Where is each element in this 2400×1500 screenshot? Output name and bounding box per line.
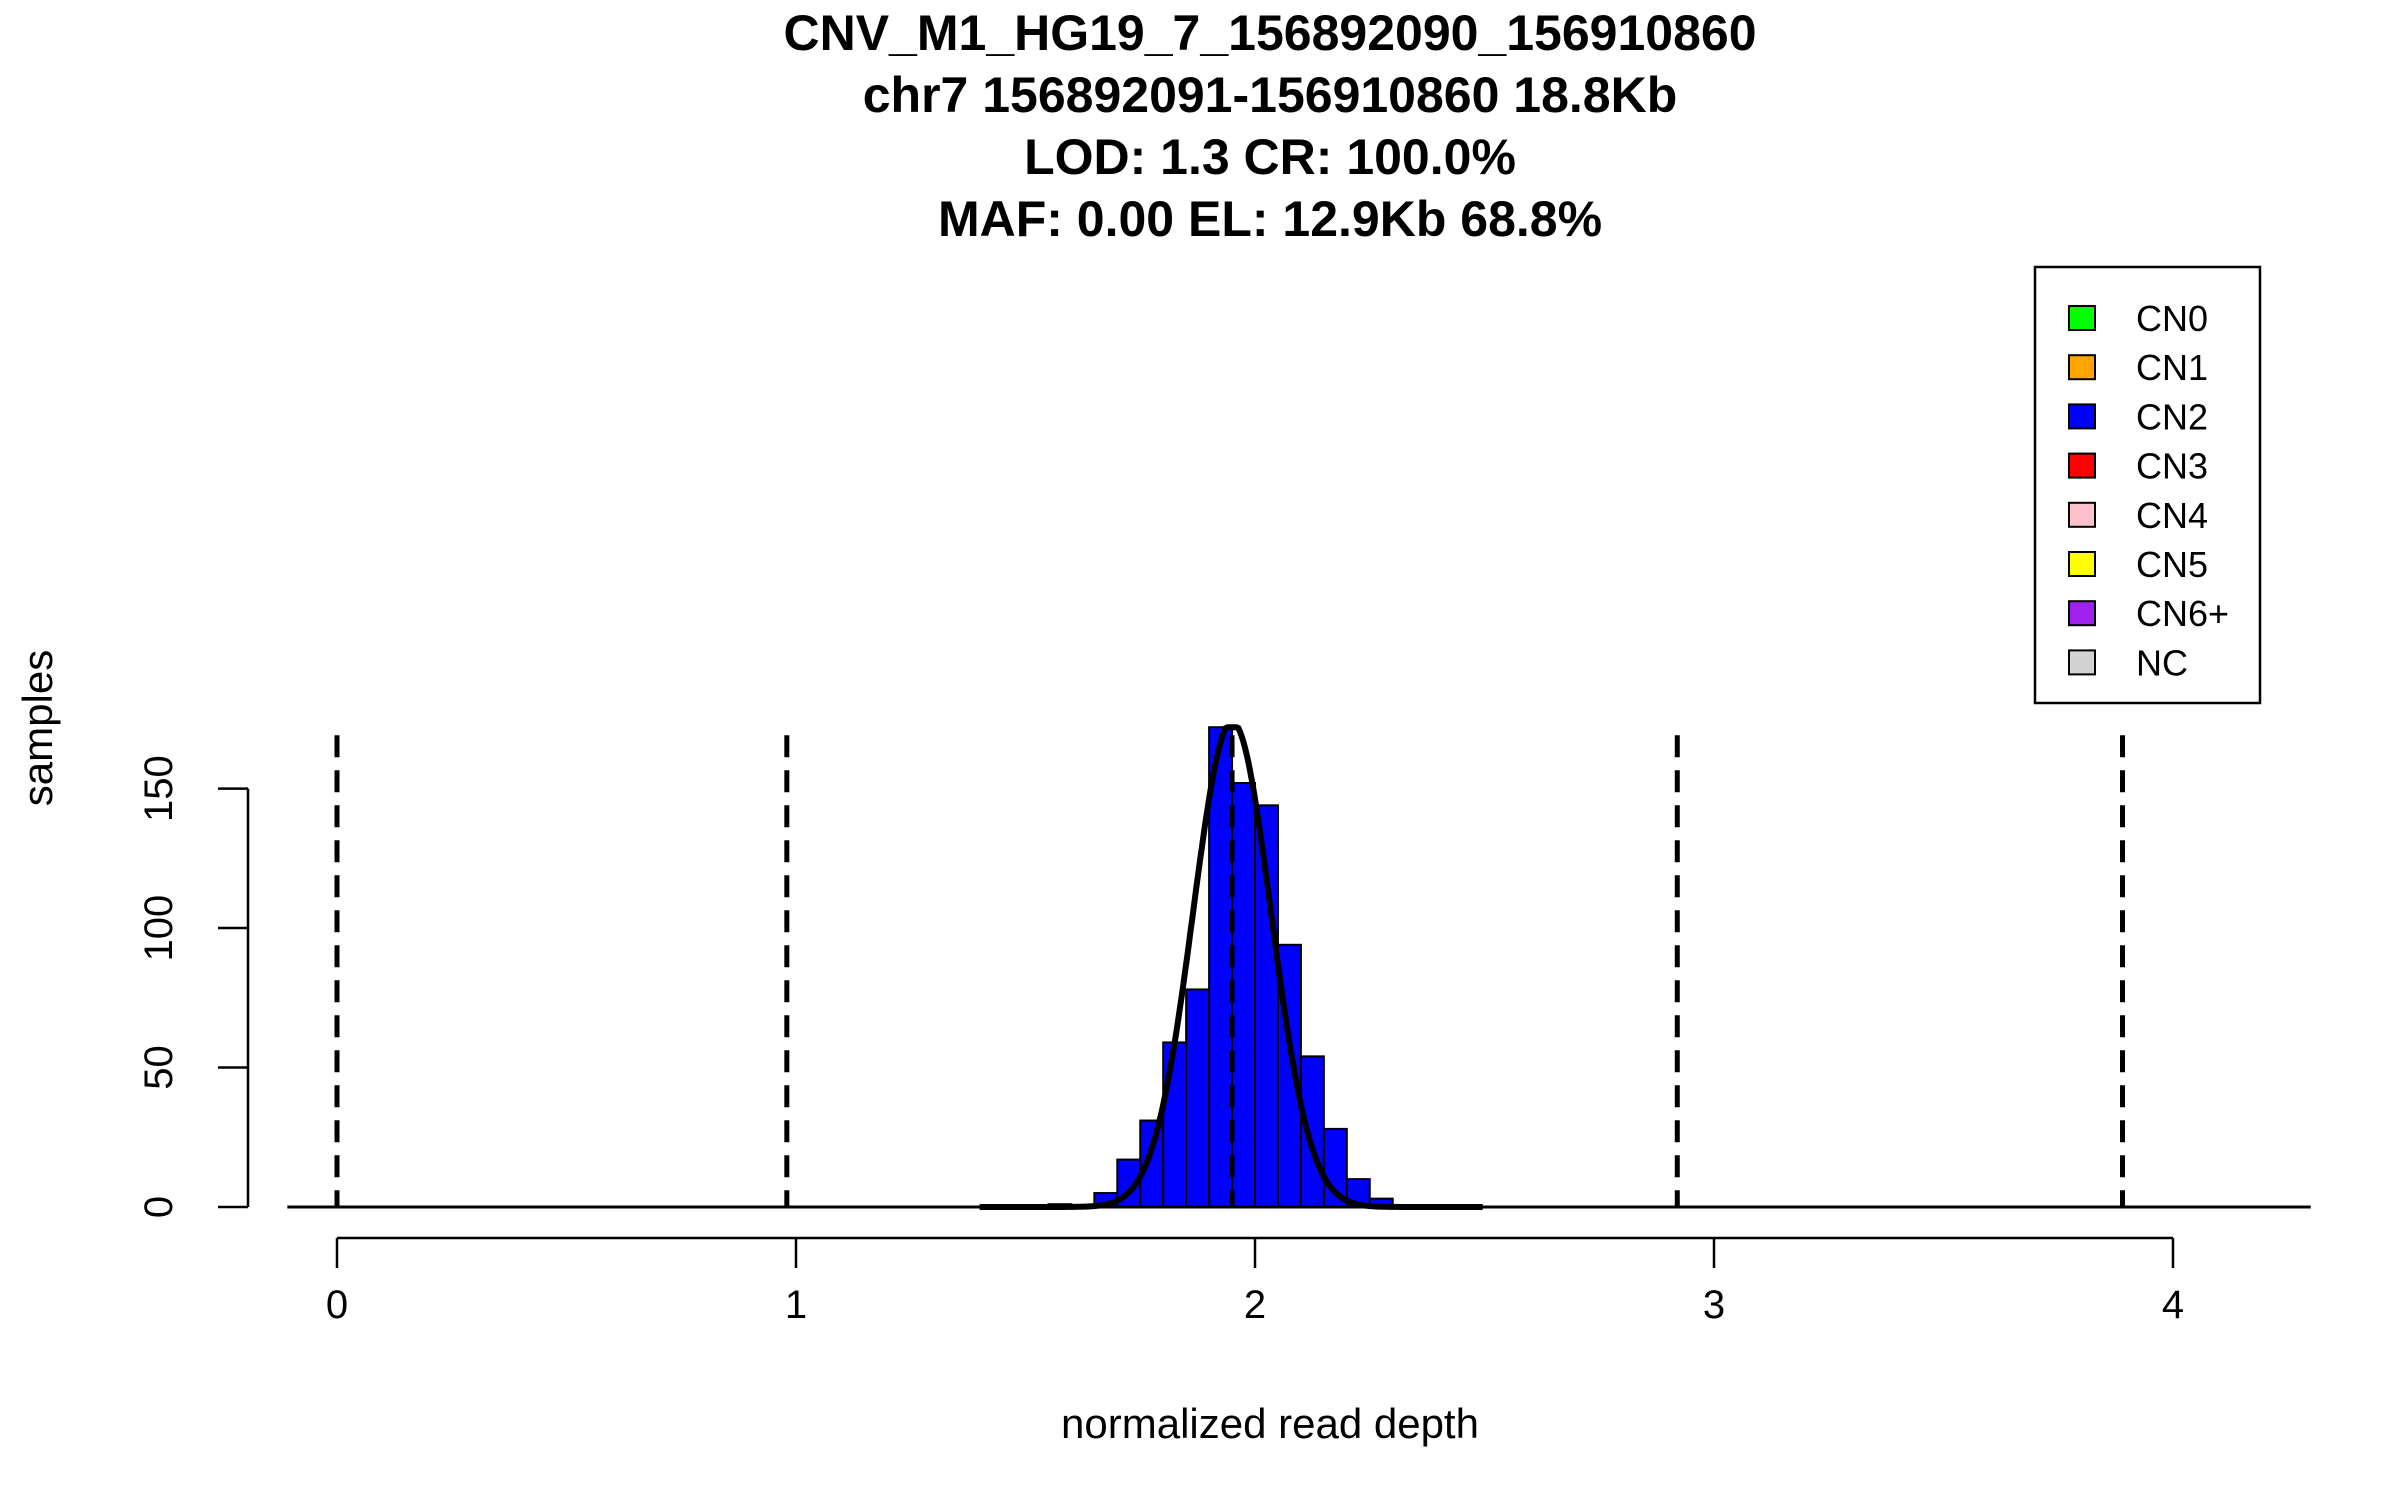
title-line-1: CNV_M1_HG19_7_156892090_156910860 bbox=[783, 5, 1756, 61]
y-tick-label-3: 150 bbox=[137, 755, 181, 822]
fit-curve-group bbox=[979, 724, 1483, 1210]
y-tick-label-1: 50 bbox=[137, 1045, 181, 1090]
legend: CN0 CN1 CN2 CN3 CN4 CN5 CN6+ NC bbox=[2033, 265, 2262, 705]
legend-label-cn4: CN4 bbox=[2136, 495, 2208, 536]
legend-label-cn0: CN0 bbox=[2136, 298, 2208, 339]
legend-swatch-cn4 bbox=[2068, 501, 2096, 528]
x-axis-label: normalized read depth bbox=[1061, 1400, 1479, 1447]
y-tick-label-2: 100 bbox=[137, 895, 181, 962]
histogram-bar-5 bbox=[1162, 1041, 1188, 1209]
y-tick-label-0: 0 bbox=[137, 1196, 181, 1218]
legend-label-nc: NC bbox=[2136, 642, 2188, 683]
legend-label-cn1: CN1 bbox=[2136, 347, 2208, 388]
y-axis-label: samples bbox=[14, 650, 61, 806]
x-tick-label-0: 0 bbox=[326, 1283, 348, 1327]
histogram-bar-6 bbox=[1185, 988, 1211, 1209]
legend-label-cn5: CN5 bbox=[2136, 544, 2208, 585]
title-line-2: chr7 156892091-156910860 18.8Kb bbox=[863, 67, 1678, 123]
histogram-bar-7 bbox=[1208, 726, 1234, 1208]
title-line-3: LOD: 1.3 CR: 100.0% bbox=[1024, 129, 1516, 185]
title-line-4: MAF: 0.00 EL: 12.9Kb 68.8% bbox=[938, 191, 1602, 247]
histogram-bars bbox=[1047, 726, 1394, 1209]
legend-swatch-nc bbox=[2068, 649, 2096, 676]
x-tick-label-3: 3 bbox=[1703, 1283, 1725, 1327]
chart-title: CNV_M1_HG19_7_156892090_156910860 chr7 1… bbox=[783, 5, 1756, 247]
legend-swatch-cn5 bbox=[2068, 551, 2096, 577]
x-tick-label-1: 1 bbox=[785, 1283, 807, 1327]
legend-swatch-cn2 bbox=[2068, 403, 2096, 430]
legend-label-cn6plus: CN6+ bbox=[2136, 593, 2229, 634]
histogram-bar-8 bbox=[1231, 782, 1257, 1208]
legend-swatch-cn1 bbox=[2068, 354, 2096, 381]
x-axis: 0 1 2 3 4 bbox=[326, 1236, 2184, 1327]
cn-threshold-lines bbox=[334, 735, 2126, 1207]
legend-swatch-cn3 bbox=[2068, 452, 2096, 479]
y-axis: 0 50 100 150 bbox=[137, 755, 250, 1218]
legend-label-cn3: CN3 bbox=[2136, 446, 2208, 487]
legend-entries: CN0 CN1 CN2 CN3 CN4 CN5 CN6+ NC bbox=[2068, 298, 2229, 683]
legend-swatch-cn6plus bbox=[2068, 600, 2096, 627]
fit-curve bbox=[979, 724, 1483, 1210]
x-tick-label-2: 2 bbox=[1244, 1283, 1266, 1327]
legend-box bbox=[2033, 265, 2262, 705]
legend-label-cn2: CN2 bbox=[2136, 396, 2208, 437]
x-tick-label-4: 4 bbox=[2162, 1283, 2184, 1327]
legend-swatch-cn0 bbox=[2068, 305, 2096, 331]
